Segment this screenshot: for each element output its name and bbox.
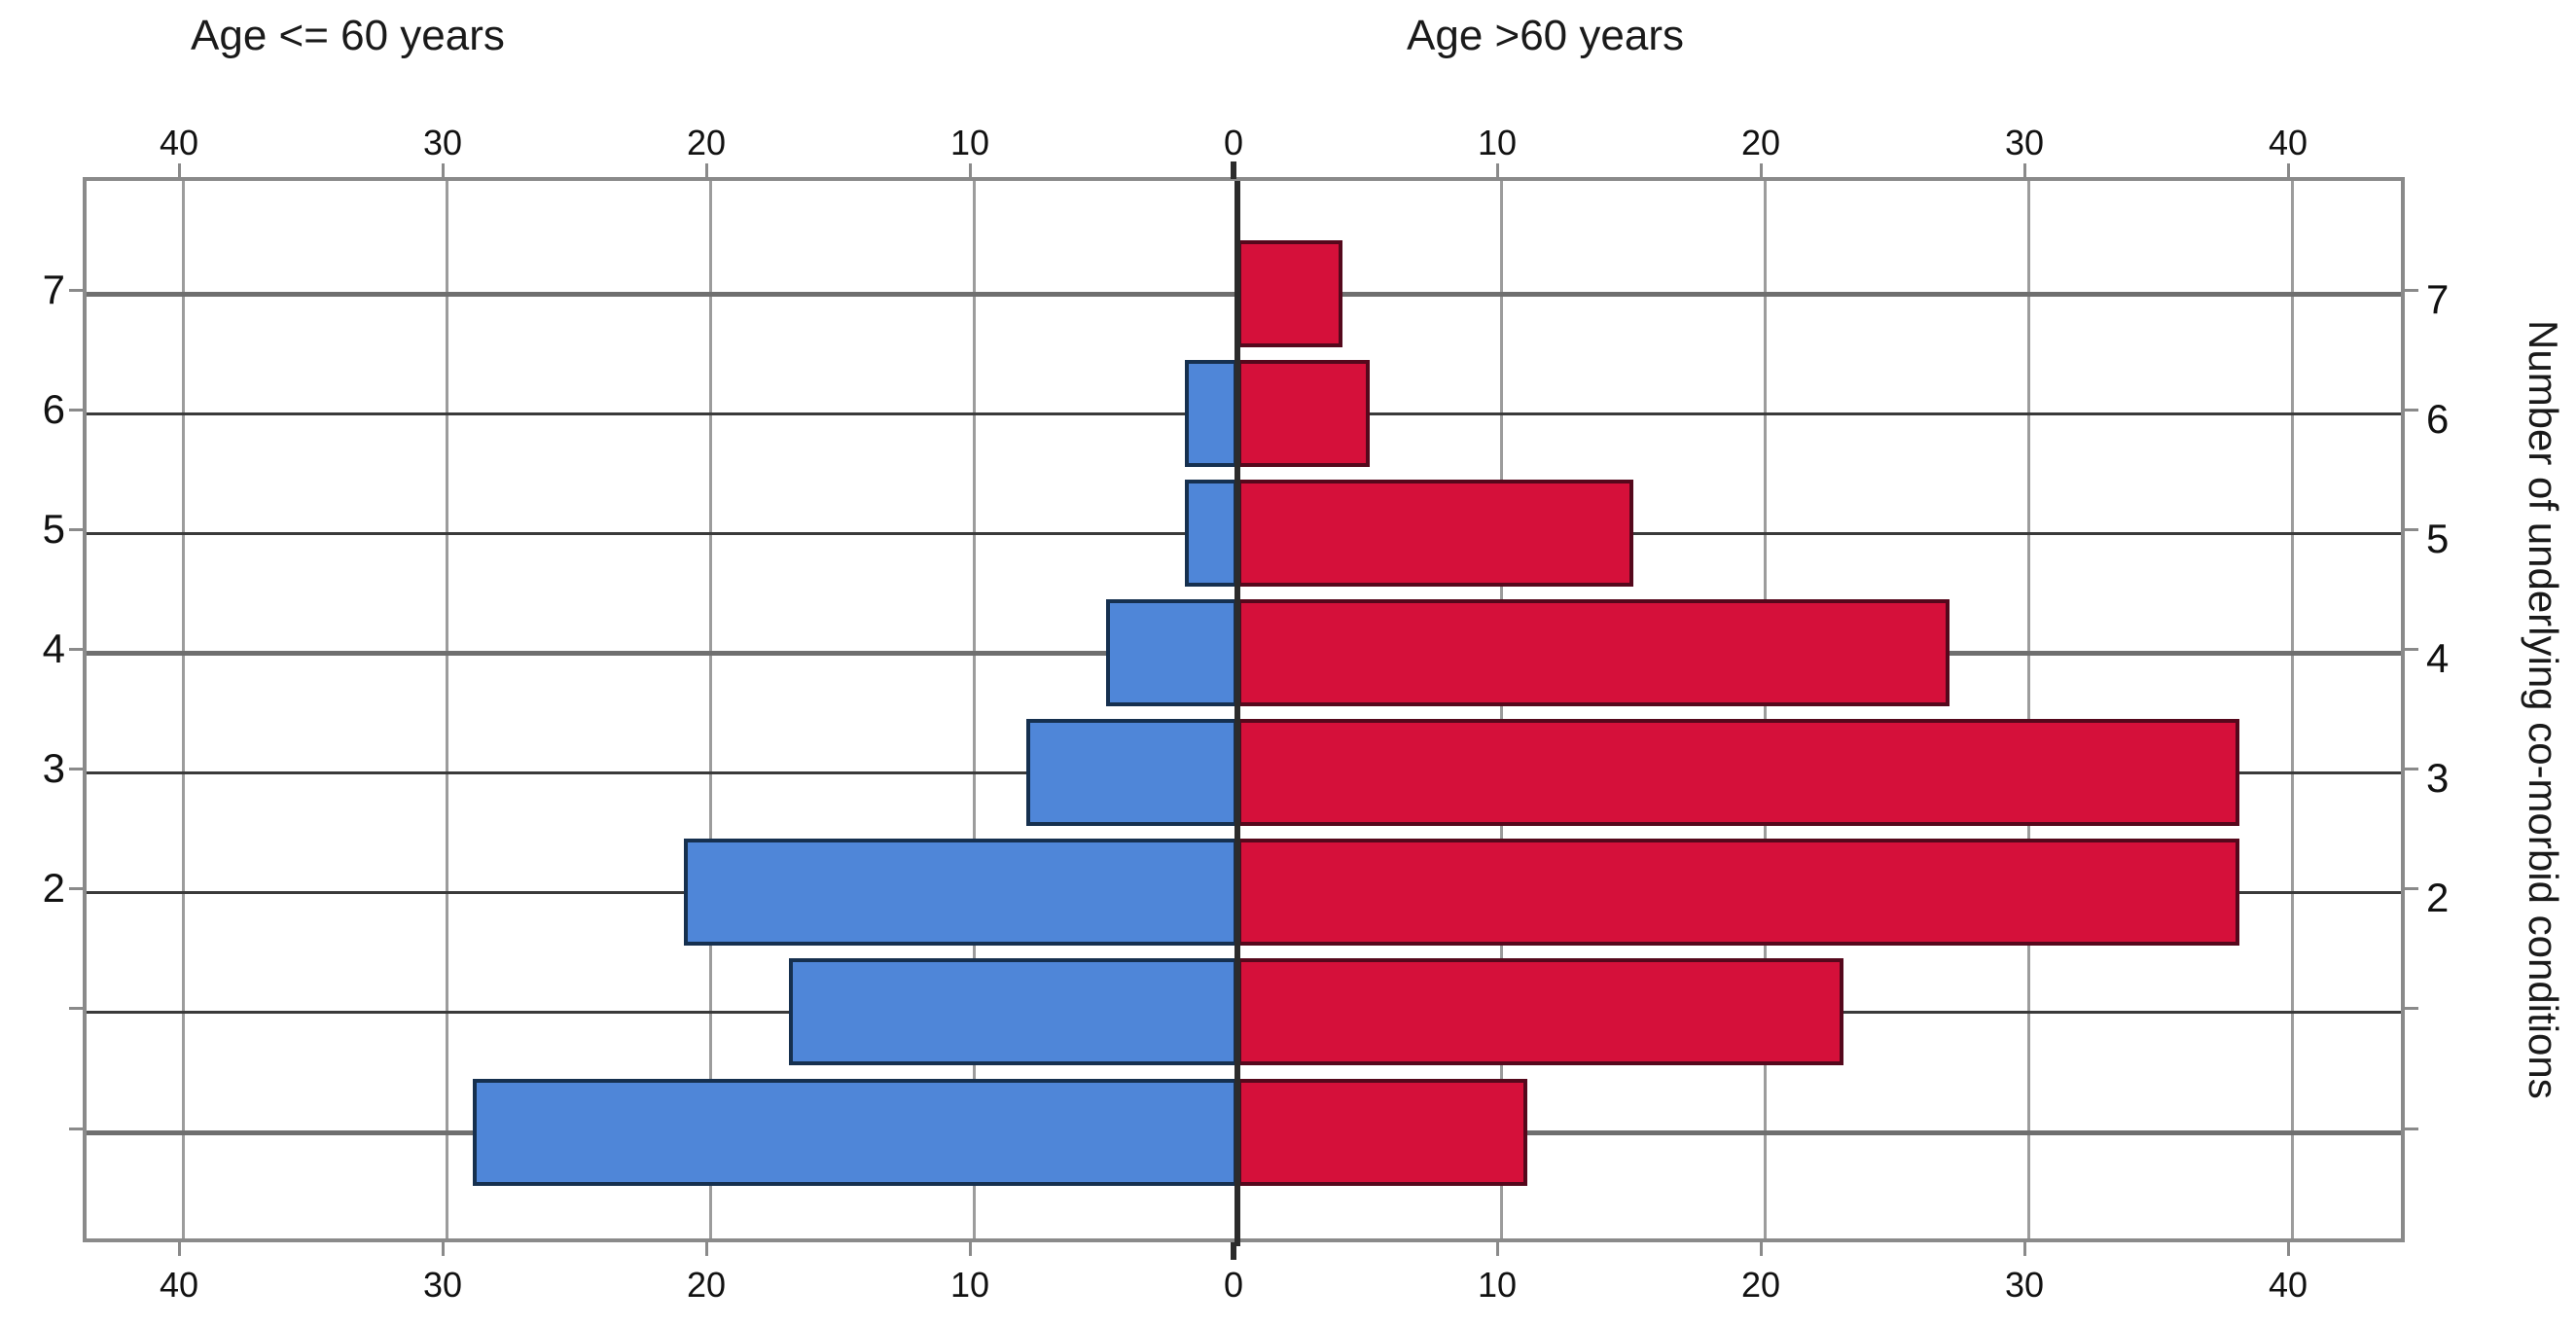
cat-tick-right-6	[2405, 408, 2418, 412]
axis-label-bottom-0: 40	[159, 1265, 199, 1305]
gridline-v-30-left	[445, 181, 448, 1238]
axis-tick-top-8	[2286, 163, 2290, 177]
cat-tick-left-7	[69, 288, 83, 292]
cat-label-left-6: 6	[42, 386, 65, 432]
axis-label-bottom-4: 0	[1223, 1265, 1244, 1305]
bar-right-cat-0	[1237, 1079, 1528, 1186]
cat-label-right-7: 7	[2426, 276, 2450, 322]
cat-label-left-3: 3	[42, 745, 65, 791]
cat-label-left-7: 7	[42, 267, 65, 312]
cat-tick-right-3	[2405, 767, 2418, 770]
bar-left-cat-2	[683, 839, 1237, 946]
axis-tick-bottom-5	[1495, 1242, 1499, 1256]
cat-label-right-6: 6	[2426, 396, 2450, 442]
axis-tick-bottom-8	[2286, 1242, 2290, 1256]
cat-tick-left-4	[69, 647, 83, 651]
axis-tick-top-0	[177, 163, 181, 177]
cat-label-left-4: 4	[42, 626, 65, 671]
gridline-v-20-right	[1763, 181, 1767, 1238]
cat-tick-left-6	[69, 408, 83, 412]
cat-tick-right-5	[2405, 527, 2418, 531]
bar-right-cat-5	[1237, 480, 1633, 587]
cat-label-right-3: 3	[2426, 755, 2450, 801]
gridline-v-40-right	[2290, 181, 2294, 1238]
axis-tick-top-4	[1231, 161, 1236, 179]
axis-tick-bottom-4	[1231, 1242, 1236, 1260]
axis-tick-bottom-3	[968, 1242, 972, 1256]
axis-label-top-6: 20	[1740, 123, 1781, 162]
axis-tick-bottom-0	[177, 1242, 181, 1256]
bar-right-cat-4	[1237, 599, 1950, 706]
axis-tick-bottom-2	[704, 1242, 708, 1256]
bar-right-cat-7	[1237, 240, 1343, 347]
cat-tick-right-0	[2405, 1127, 2418, 1130]
cat-tick-right-4	[2405, 647, 2418, 651]
bar-right-cat-3	[1237, 719, 2239, 826]
axis-tick-bottom-1	[441, 1242, 445, 1256]
cat-tick-left-2	[69, 886, 83, 890]
bar-right-cat-1	[1237, 958, 1844, 1065]
axis-tick-top-7	[2022, 163, 2026, 177]
cat-label-right-2: 2	[2426, 875, 2450, 920]
axis-tick-top-1	[441, 163, 445, 177]
cat-tick-left-1	[69, 1006, 83, 1010]
bar-left-cat-1	[789, 958, 1237, 1065]
right-series-title: Age >60 years	[1407, 12, 1684, 59]
axis-label-bottom-6: 20	[1740, 1265, 1781, 1305]
cat-label-right-4: 4	[2426, 635, 2450, 681]
axis-label-top-5: 10	[1477, 123, 1518, 162]
gridline-v-10-left	[972, 181, 976, 1238]
cat-tick-left-0	[69, 1127, 83, 1130]
cat-tick-left-3	[69, 767, 83, 770]
plot-area	[83, 177, 2405, 1246]
bar-right-cat-6	[1237, 360, 1370, 467]
bar-left-cat-3	[1026, 719, 1237, 826]
y-axis-title: Number of underlying co-morbid condition…	[2521, 320, 2566, 1099]
axis-tick-top-6	[1759, 163, 1763, 177]
bar-left-cat-4	[1105, 599, 1237, 706]
cat-label-left-2: 2	[42, 865, 65, 911]
axis-label-top-8: 40	[2268, 123, 2308, 162]
cat-tick-left-5	[69, 527, 83, 531]
gridline-v-40-left	[181, 181, 185, 1238]
axis-label-top-2: 20	[686, 123, 727, 162]
axis-label-top-7: 30	[2004, 123, 2045, 162]
axis-tick-top-2	[704, 163, 708, 177]
axis-label-bottom-1: 30	[422, 1265, 463, 1305]
bar-right-cat-2	[1237, 839, 2239, 946]
axis-tick-bottom-6	[1759, 1242, 1763, 1256]
bar-left-cat-0	[473, 1079, 1237, 1186]
axis-label-bottom-2: 20	[686, 1265, 727, 1305]
cat-label-right-5: 5	[2426, 516, 2450, 561]
axis-tick-top-5	[1495, 163, 1499, 177]
cat-tick-right-1	[2405, 1006, 2418, 1010]
axis-label-top-4: 0	[1223, 123, 1244, 162]
axis-label-bottom-8: 40	[2268, 1265, 2308, 1305]
zero-axis-line	[1234, 181, 1240, 1246]
gridline-v-20-left	[708, 181, 712, 1238]
axis-label-top-1: 30	[422, 123, 463, 162]
axis-label-bottom-7: 30	[2004, 1265, 2045, 1305]
bar-left-cat-5	[1184, 480, 1237, 587]
gridline-v-30-right	[2026, 181, 2030, 1238]
axis-label-bottom-3: 10	[949, 1265, 990, 1305]
axis-tick-top-3	[968, 163, 972, 177]
axis-label-top-0: 40	[159, 123, 199, 162]
axis-label-top-3: 10	[949, 123, 990, 162]
left-series-title: Age <= 60 years	[191, 12, 505, 59]
axis-label-bottom-5: 10	[1477, 1265, 1518, 1305]
axis-tick-bottom-7	[2022, 1242, 2026, 1256]
cat-label-left-5: 5	[42, 506, 65, 552]
cat-tick-right-2	[2405, 886, 2418, 890]
gridline-v-10-right	[1499, 181, 1503, 1238]
cat-tick-right-7	[2405, 288, 2418, 292]
bar-left-cat-6	[1184, 360, 1237, 467]
